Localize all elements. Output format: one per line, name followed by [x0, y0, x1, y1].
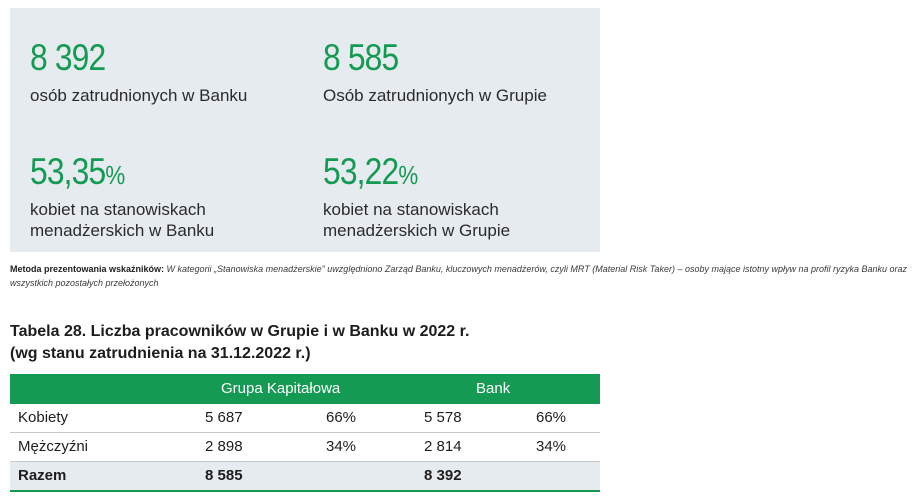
bank-count: 8 392 [424, 467, 462, 484]
table-row: Mężczyźni 2 898 34% 2 814 34% [10, 433, 600, 462]
stat-group-women-managers: 53,22% kobiet na stanowiskach menadżersk… [323, 152, 603, 241]
method-note: Metoda prezentowania wskaźników: W kateg… [10, 262, 910, 290]
table-header: Grupa Kapitałowa Bank [10, 374, 600, 404]
stats-panel: 8 392 osób zatrudnionych w Banku 8 585 O… [10, 8, 600, 252]
stat-label: kobiet na stanowiskach menadżerskich w G… [323, 200, 511, 240]
stat-label: kobiet na stanowiskach menadżerskich w B… [30, 200, 215, 240]
bank-count: 5 578 [424, 409, 462, 426]
group-pct: 34% [326, 438, 357, 455]
stat-label: osób zatrudnionych w Banku [30, 86, 248, 105]
stat-value: 53,35% [30, 151, 125, 192]
row-label: Kobiety [18, 409, 69, 426]
employees-table: Grupa Kapitałowa Bank Kobiety 5 687 66% … [10, 374, 600, 492]
stat-value: 8 585 [323, 37, 399, 78]
table-title-line1: Tabela 28. Liczba pracowników w Grupie i… [10, 323, 470, 340]
stat-group-employees: 8 585 Osób zatrudnionych w Grupie [323, 38, 603, 106]
group-pct: 66% [326, 409, 357, 426]
row-label: Mężczyźni [18, 438, 89, 455]
header-bank: Bank [476, 380, 511, 397]
bank-pct: 66% [536, 409, 567, 426]
group-count: 8 585 [205, 467, 243, 484]
row-label: Razem [18, 467, 67, 484]
method-label: Metoda prezentowania wskaźników: [10, 264, 165, 274]
bank-count: 2 814 [424, 438, 462, 455]
method-text: W kategorii „Stanowiska menadżerskie" uw… [10, 264, 908, 288]
stat-bank-women-managers: 53,35% kobiet na stanowiskach menadżersk… [30, 152, 310, 241]
group-count: 2 898 [205, 438, 243, 455]
group-count: 5 687 [205, 409, 243, 426]
stat-value: 53,22% [323, 151, 418, 192]
table-row: Kobiety 5 687 66% 5 578 66% [10, 404, 600, 433]
table-title: Tabela 28. Liczba pracowników w Grupie i… [10, 321, 610, 365]
bank-pct: 34% [536, 438, 567, 455]
table-row-total: Razem 8 585 8 392 [10, 462, 600, 492]
header-group: Grupa Kapitałowa [221, 380, 341, 397]
table-title-line2: (wg stanu zatrudnienia na 31.12.2022 r.) [10, 345, 311, 362]
stat-value: 8 392 [30, 37, 106, 78]
stat-label: Osób zatrudnionych w Grupie [323, 86, 547, 105]
stat-bank-employees: 8 392 osób zatrudnionych w Banku [30, 38, 310, 106]
